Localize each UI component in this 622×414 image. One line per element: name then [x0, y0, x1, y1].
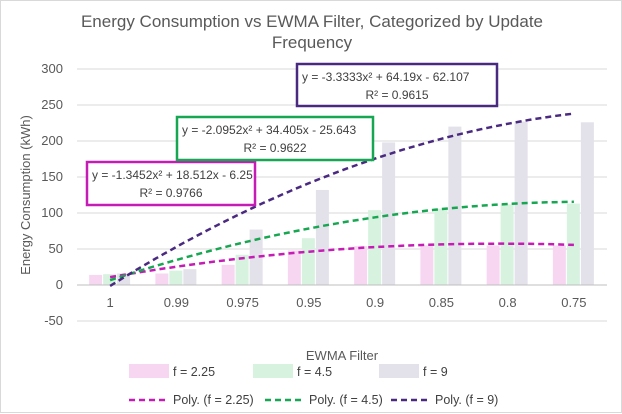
legend-label: f = 9 [423, 365, 448, 379]
bar-f-4-5 [235, 254, 249, 285]
x-tick-label: 0.95 [296, 295, 321, 310]
trendline-poly-f-2-25- [109, 242, 574, 279]
y-tick-label: 300 [41, 61, 63, 76]
bar-f-9 [514, 121, 528, 285]
y-axis-title: Energy Consumption (kWh) [18, 115, 33, 275]
bar-f-9 [580, 122, 594, 285]
x-axis-title: EWMA Filter [306, 348, 379, 363]
x-tick-label: 0.85 [429, 295, 454, 310]
legend-label: f = 4.5 [297, 365, 332, 379]
y-tick-label: 150 [41, 169, 63, 184]
equation-box [175, 115, 375, 162]
x-tick-label: 0.75 [561, 295, 586, 310]
trendline-equation: y = -2.0952x² + 34.405x - 25.643 [182, 123, 356, 137]
equation-box [85, 160, 257, 207]
bar-f-2-25 [155, 273, 169, 285]
bar-f-2-25 [354, 246, 368, 285]
bar-f-9 [382, 142, 396, 285]
bar-f-9 [117, 273, 131, 285]
bar-f-2-25 [221, 264, 235, 285]
legend-label: Poly. (f = 2.25) [173, 393, 254, 407]
trendline-poly-f-9- [109, 112, 575, 287]
legend-swatch [129, 364, 169, 378]
x-tick-label: 0.99 [164, 295, 189, 310]
x-tick-label: 0.975 [226, 295, 259, 310]
x-tick-label: 0.8 [499, 295, 517, 310]
bar-f-9 [448, 126, 462, 285]
bar-f-4-5 [301, 238, 315, 285]
bar-f-9 [249, 229, 263, 285]
legend-swatch [379, 364, 419, 378]
trendline-equation: y = -1.3452x² + 18.512x - 6.25 [92, 168, 253, 182]
trendline-r-squared: R² = 0.9622 [243, 141, 306, 155]
y-tick-label: 250 [41, 97, 63, 112]
y-tick-label: 100 [41, 205, 63, 220]
bar-f-4-5 [500, 204, 514, 285]
bar-f-4-5 [368, 210, 382, 285]
x-tick-label: 0.9 [366, 295, 384, 310]
trendline-equation: y = -3.3333x² + 64.19x - 62.107 [302, 70, 470, 84]
bar-f-9 [315, 189, 329, 285]
bar-f-2-25 [420, 245, 434, 285]
bar-f-9 [183, 269, 197, 285]
bar-f-4-5 [169, 270, 183, 285]
legend-label: f = 2.25 [173, 365, 215, 379]
x-tick-label: 1 [107, 295, 114, 310]
bar-f-2-25 [89, 274, 103, 285]
legend-label: Poly. (f = 4.5) [309, 393, 383, 407]
bar-f-2-25 [287, 250, 301, 285]
chart-title-line: Energy Consumption vs EWMA Filter, Categ… [81, 12, 543, 31]
legend-swatch [253, 364, 293, 378]
bar-f-4-5 [434, 208, 448, 285]
chart-title-line: Frequency [272, 33, 353, 52]
y-tick-label: 50 [49, 241, 63, 256]
bar-f-4-5 [103, 274, 117, 285]
bar-f-2-25 [486, 245, 500, 285]
trendline-r-squared: R² = 0.9615 [365, 88, 428, 102]
trendline-poly-f-4-5- [109, 200, 574, 282]
y-tick-label: -50 [44, 313, 63, 328]
y-tick-label: 200 [41, 133, 63, 148]
y-tick-label: 0 [56, 277, 63, 292]
equation-box [295, 62, 499, 108]
bar-f-2-25 [552, 245, 566, 285]
trendline-r-squared: R² = 0.9766 [139, 186, 202, 200]
legend-label: Poly. (f = 9) [435, 393, 498, 407]
